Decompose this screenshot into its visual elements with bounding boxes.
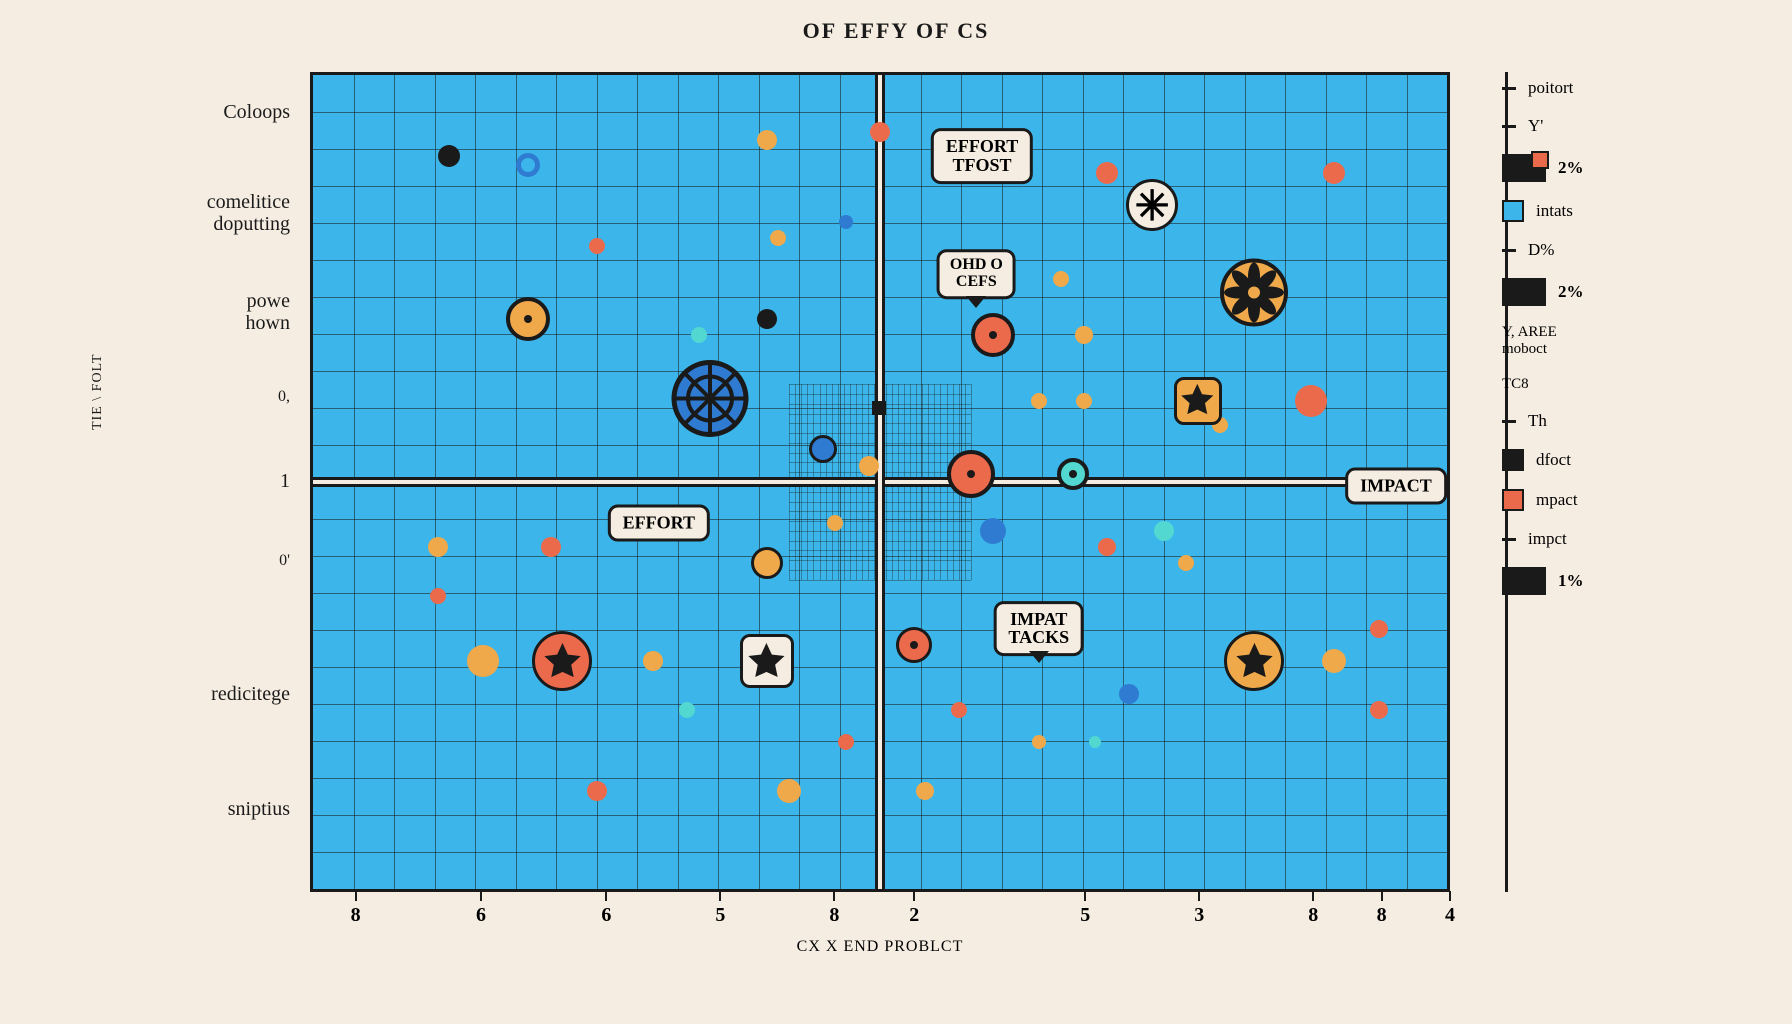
data-point <box>643 651 663 671</box>
data-point <box>838 734 854 750</box>
legend-item: mpact <box>1502 489 1732 511</box>
data-point <box>947 450 995 498</box>
legend-item: poitort <box>1502 78 1732 98</box>
data-point <box>438 145 460 167</box>
callout-label: OHD O CEFS <box>937 250 1016 300</box>
data-point <box>757 309 777 329</box>
data-point <box>770 230 786 246</box>
star-circle-icon <box>1224 631 1284 691</box>
callout-label: IMPACT <box>1345 468 1447 505</box>
star-square-icon <box>1174 377 1222 425</box>
flower-icon <box>1220 258 1288 331</box>
star-circle-icon <box>532 631 592 691</box>
y-tick-label: redicitege <box>211 683 290 705</box>
data-point <box>516 153 540 177</box>
y-tick-label: Coloops <box>223 101 290 123</box>
data-point <box>951 702 967 718</box>
x-tick-label: 4 <box>1445 904 1455 927</box>
data-point <box>1322 649 1346 673</box>
data-point <box>467 645 499 677</box>
x-axis-title: CX X END PROBLCT <box>797 938 964 956</box>
data-point <box>870 122 890 142</box>
data-point <box>1178 555 1194 571</box>
y-axis-labels: Coloops comelitice doputting powe hown 0, 1 0… <box>110 72 300 892</box>
chart-title: OF EFFY OF CS <box>803 18 990 44</box>
legend-item: 2% <box>1502 278 1732 306</box>
data-point <box>691 327 707 343</box>
data-point <box>679 702 695 718</box>
data-point <box>1098 538 1116 556</box>
x-tick-label: 3 <box>1194 904 1204 927</box>
asterisk-icon: ✳ <box>1126 179 1178 231</box>
data-point <box>1053 271 1069 287</box>
chart-plot-area: ✳ EFFORT TFOST OHD O CEFS EFFORT IMPAT TACK… <box>310 72 1450 892</box>
legend-item: intats <box>1502 200 1732 222</box>
legend-item: impct <box>1502 529 1732 549</box>
y-tick-label: 1 <box>280 470 290 492</box>
legend-item: 1% <box>1502 567 1732 595</box>
callout-label: IMPAT TACKS <box>993 601 1084 657</box>
data-point <box>971 313 1015 357</box>
legend-item: TC8 <box>1502 376 1732 393</box>
data-point <box>587 781 607 801</box>
data-point <box>757 130 777 150</box>
data-point <box>827 515 843 531</box>
data-point <box>916 782 934 800</box>
x-tick-label: 6 <box>476 904 486 927</box>
x-tick-label: 2 <box>909 904 919 927</box>
callout-label: EFFORT <box>608 504 710 541</box>
center-marker <box>872 401 886 415</box>
y-tick-label: 0' <box>279 552 290 570</box>
y-tick-label: 0, <box>278 388 290 406</box>
star-square-icon <box>740 634 794 688</box>
wheel-icon <box>670 358 750 443</box>
axis-vertical <box>875 75 885 889</box>
data-point <box>1076 393 1092 409</box>
legend-item: D% <box>1502 240 1732 260</box>
x-tick-label: 5 <box>715 904 725 927</box>
y-tick-label: comelitice doputting <box>207 191 290 235</box>
data-point <box>430 588 446 604</box>
x-tick-label: 8 <box>1308 904 1318 927</box>
legend-item: 2% <box>1502 154 1732 182</box>
data-point <box>1031 393 1047 409</box>
data-point <box>1370 620 1388 638</box>
legend-item: dfoct <box>1502 449 1732 471</box>
legend: poitort Y' 2% intats D% 2% Y, AREE moboct TC8 Th… <box>1502 78 1732 613</box>
data-point <box>506 297 550 341</box>
x-tick-label: 6 <box>601 904 611 927</box>
data-point <box>1119 684 1139 704</box>
y-axis-title: TIE \ FOLT <box>90 354 106 430</box>
data-point <box>1075 326 1093 344</box>
data-point <box>1295 385 1327 417</box>
data-point <box>428 537 448 557</box>
data-point <box>777 779 801 803</box>
data-point <box>1057 458 1089 490</box>
data-point <box>809 435 837 463</box>
callout-label: EFFORT TFOST <box>931 129 1033 185</box>
legend-item: Th <box>1502 411 1732 431</box>
data-point <box>1370 701 1388 719</box>
y-tick-label: powe hown <box>246 290 290 334</box>
data-point <box>896 627 932 663</box>
y-tick-label: sniptius <box>228 798 290 820</box>
x-tick-label: 5 <box>1080 904 1090 927</box>
data-point <box>1032 735 1046 749</box>
legend-item: Y' <box>1502 116 1732 136</box>
data-point <box>1089 736 1101 748</box>
x-tick-label: 8 <box>1377 904 1387 927</box>
x-axis-labels: CX X END PROBLCT 86658253884 <box>310 904 1450 974</box>
data-point <box>980 518 1006 544</box>
data-point <box>589 238 605 254</box>
data-point <box>1323 162 1345 184</box>
data-point <box>859 456 879 476</box>
data-point <box>839 215 853 229</box>
data-point <box>541 537 561 557</box>
data-point <box>1154 521 1174 541</box>
x-tick-label: 8 <box>829 904 839 927</box>
x-tick-label: 8 <box>351 904 361 927</box>
data-point <box>751 547 783 579</box>
legend-item: Y, AREE moboct <box>1502 324 1732 358</box>
data-point <box>1096 162 1118 184</box>
